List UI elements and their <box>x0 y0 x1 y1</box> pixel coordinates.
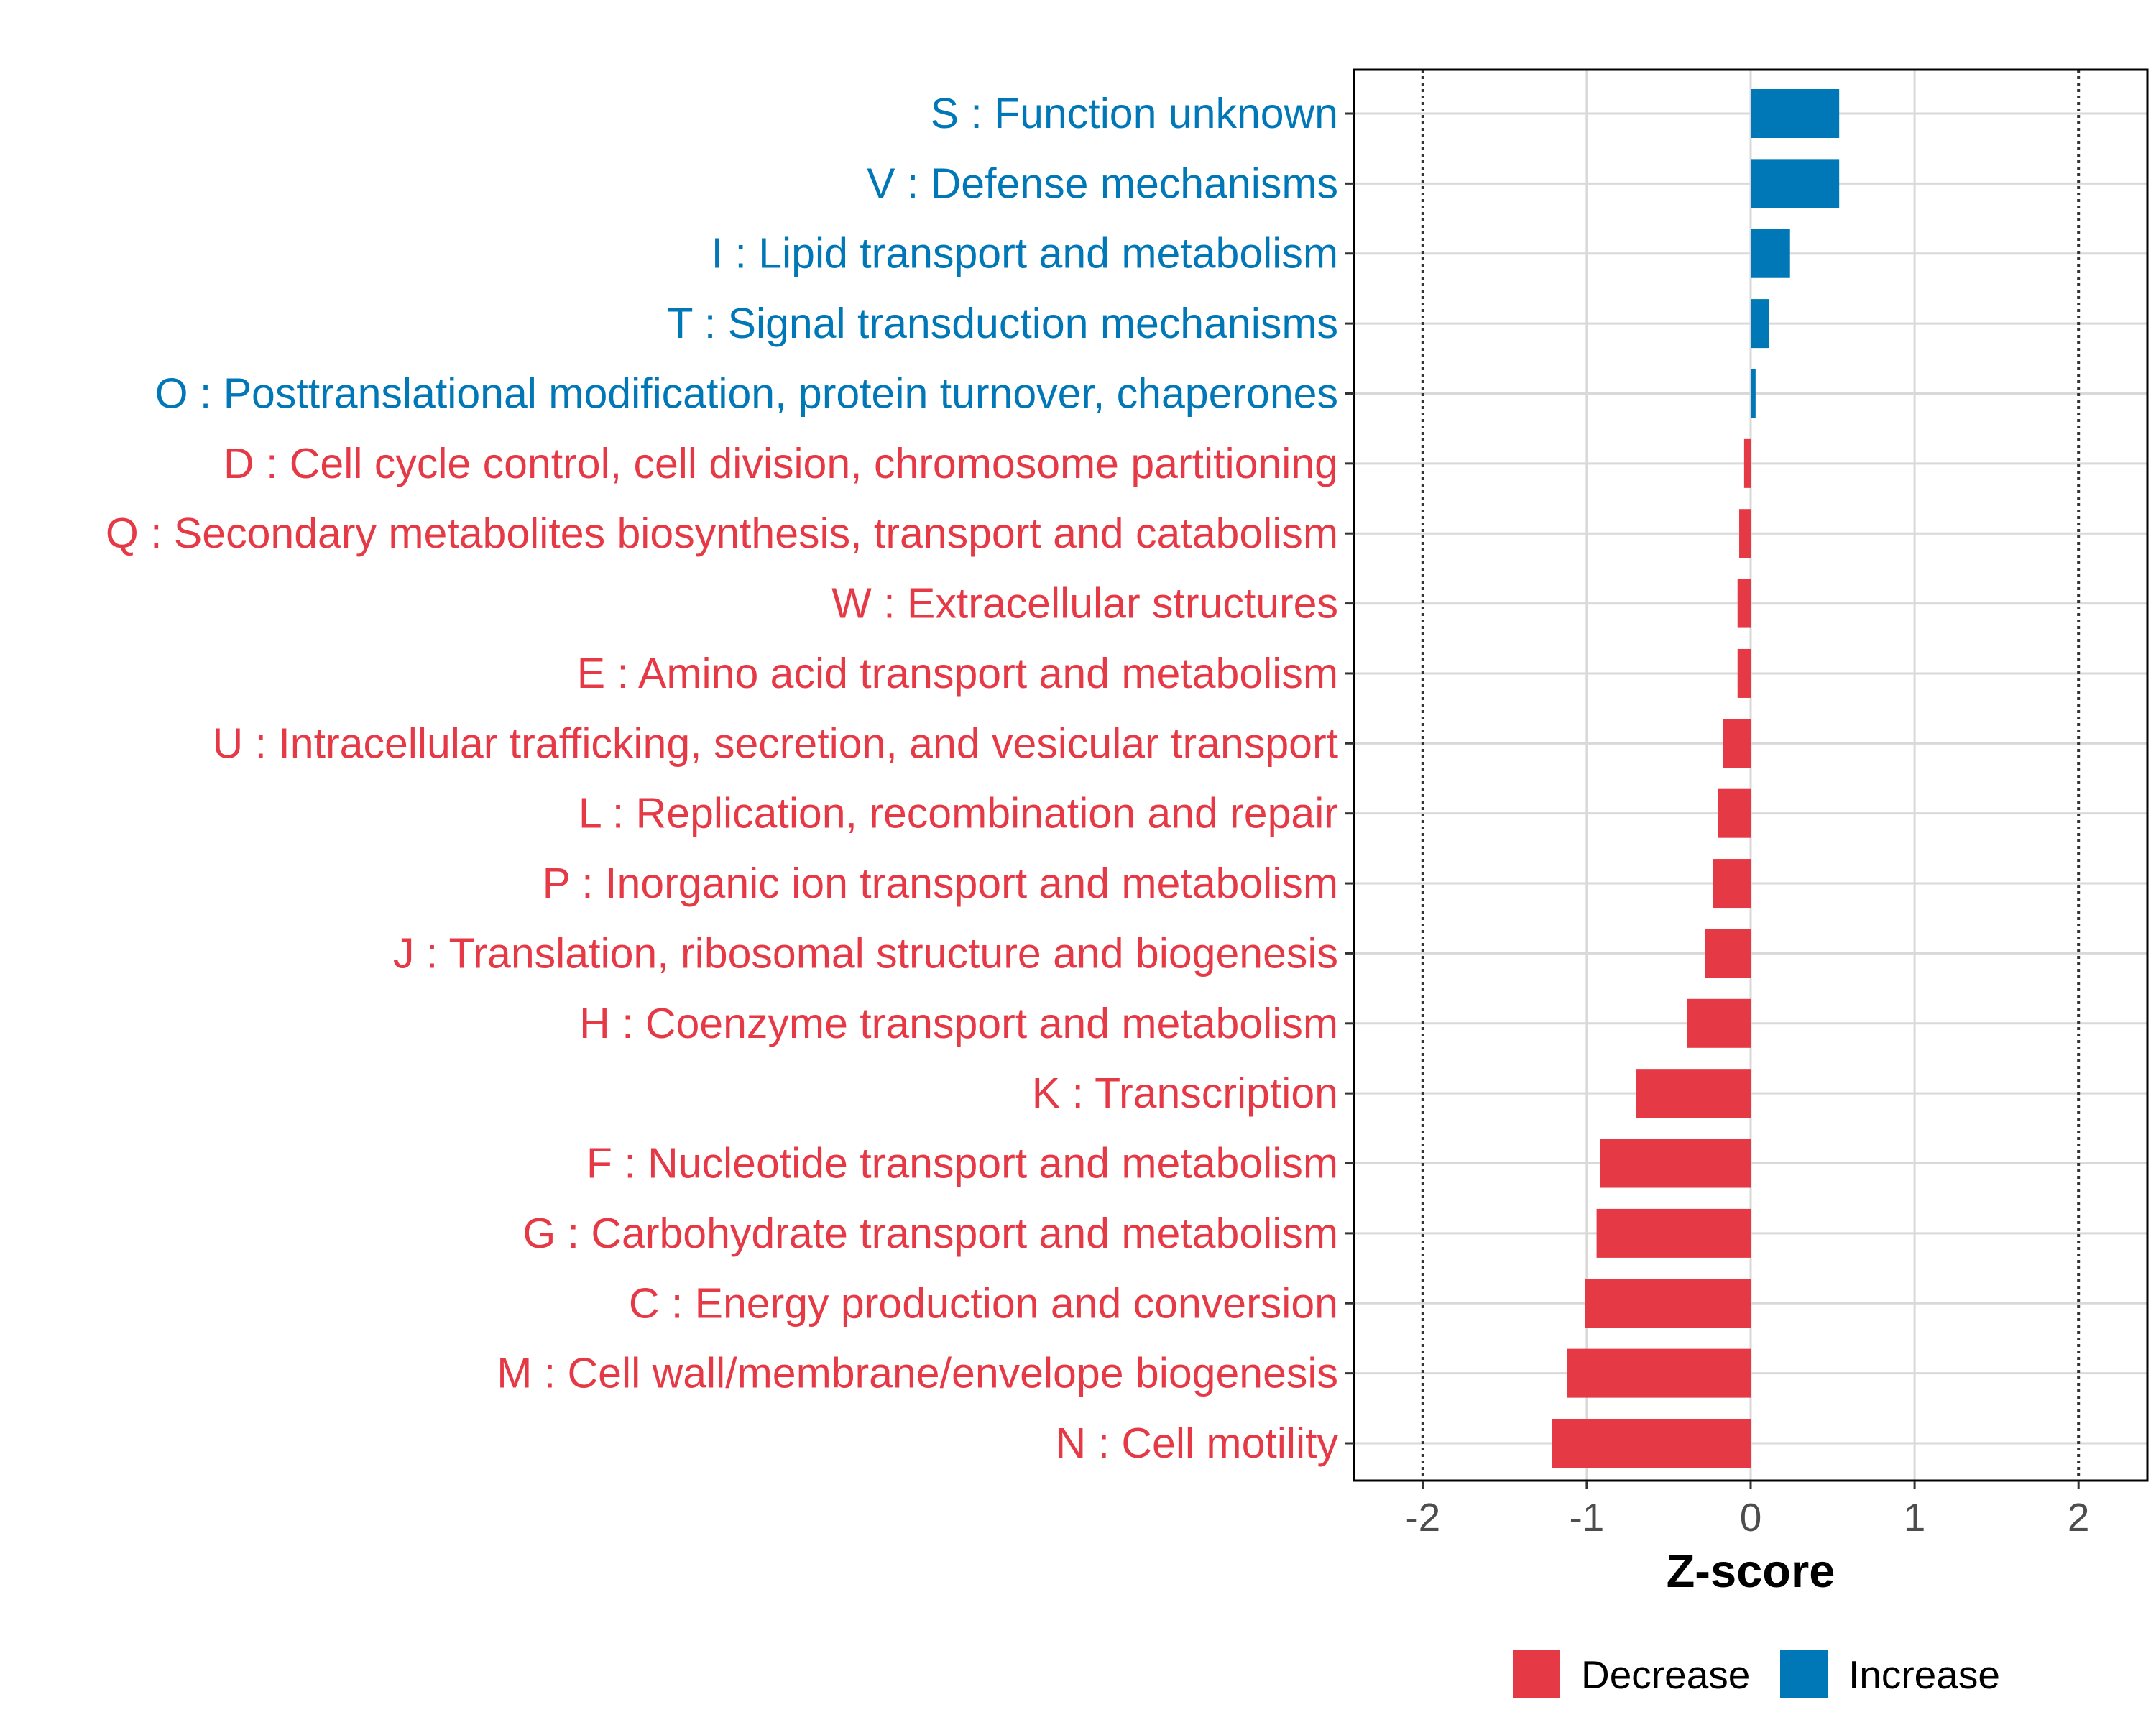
bar <box>1751 89 1840 138</box>
category-label: V : Defense mechanisms <box>867 160 1338 207</box>
category-label: S : Function unknown <box>931 90 1338 137</box>
legend: Decrease Increase <box>1513 1650 2000 1698</box>
category-label: U : Intracellular trafficking, secretion… <box>213 719 1338 767</box>
category-label: O : Posttranslational modification, prot… <box>155 369 1338 417</box>
bar <box>1687 998 1751 1048</box>
category-labels: S : Function unknown V : Defense mechanis… <box>106 90 1339 1467</box>
x-tick-label: -2 <box>1405 1495 1440 1540</box>
bar <box>1723 719 1751 768</box>
bar <box>1751 229 1790 278</box>
category-label: I : Lipid transport and metabolism <box>711 230 1338 277</box>
x-tick-label: -1 <box>1569 1495 1604 1540</box>
bar <box>1705 929 1751 978</box>
bar <box>1552 1419 1751 1468</box>
legend-label-decrease: Decrease <box>1581 1652 1750 1697</box>
category-label: F : Nucleotide transport and metabolism <box>586 1140 1338 1187</box>
bar <box>1713 859 1751 908</box>
legend-label-increase: Increase <box>1848 1652 2000 1697</box>
category-label: W : Extracellular structures <box>831 580 1338 627</box>
category-label: P : Inorganic ion transport and metaboli… <box>543 860 1338 907</box>
category-label: N : Cell motility <box>1056 1420 1339 1467</box>
x-tick-labels: -2 -1 0 1 2 <box>1405 1495 2089 1540</box>
category-label: D : Cell cycle control, cell division, c… <box>224 440 1338 487</box>
category-label: M : Cell wall/membrane/envelope biogenes… <box>497 1350 1338 1397</box>
bar <box>1585 1279 1751 1328</box>
bar <box>1636 1069 1751 1118</box>
bar <box>1739 509 1751 558</box>
bars <box>1552 89 1840 1468</box>
legend-key-increase <box>1780 1650 1828 1698</box>
bar <box>1751 159 1840 208</box>
x-axis-title: Z-score <box>1667 1545 1835 1597</box>
bar <box>1596 1208 1751 1258</box>
x-tick-label: 2 <box>2068 1495 2090 1540</box>
bar <box>1751 369 1756 418</box>
category-label: G : Carbohydrate transport and metabolis… <box>522 1210 1338 1257</box>
bar <box>1718 788 1751 838</box>
bar <box>1737 648 1751 698</box>
bar <box>1751 299 1769 349</box>
bar <box>1743 438 1751 488</box>
y-axis-ticks <box>1345 112 1354 1445</box>
category-label: C : Energy production and conversion <box>629 1279 1338 1327</box>
category-label: T : Signal transduction mechanisms <box>667 300 1338 347</box>
x-tick-label: 0 <box>1740 1495 1762 1540</box>
x-axis-ticks <box>1422 1481 2080 1489</box>
reference-lines <box>1421 70 2081 1481</box>
bar <box>1737 579 1751 628</box>
category-label: E : Amino acid transport and metabolism <box>577 650 1338 697</box>
legend-key-decrease <box>1513 1650 1560 1698</box>
bar <box>1600 1138 1751 1188</box>
category-label: L : Replication, recombination and repai… <box>579 790 1338 837</box>
category-label: Q : Secondary metabolites biosynthesis, … <box>106 510 1338 557</box>
bar <box>1567 1348 1751 1398</box>
category-label: H : Coenzyme transport and metabolism <box>579 1000 1338 1047</box>
category-label: K : Transcription <box>1032 1070 1338 1117</box>
x-tick-label: 1 <box>1904 1495 1926 1540</box>
category-label: J : Translation, ribosomal structure and… <box>393 929 1338 977</box>
